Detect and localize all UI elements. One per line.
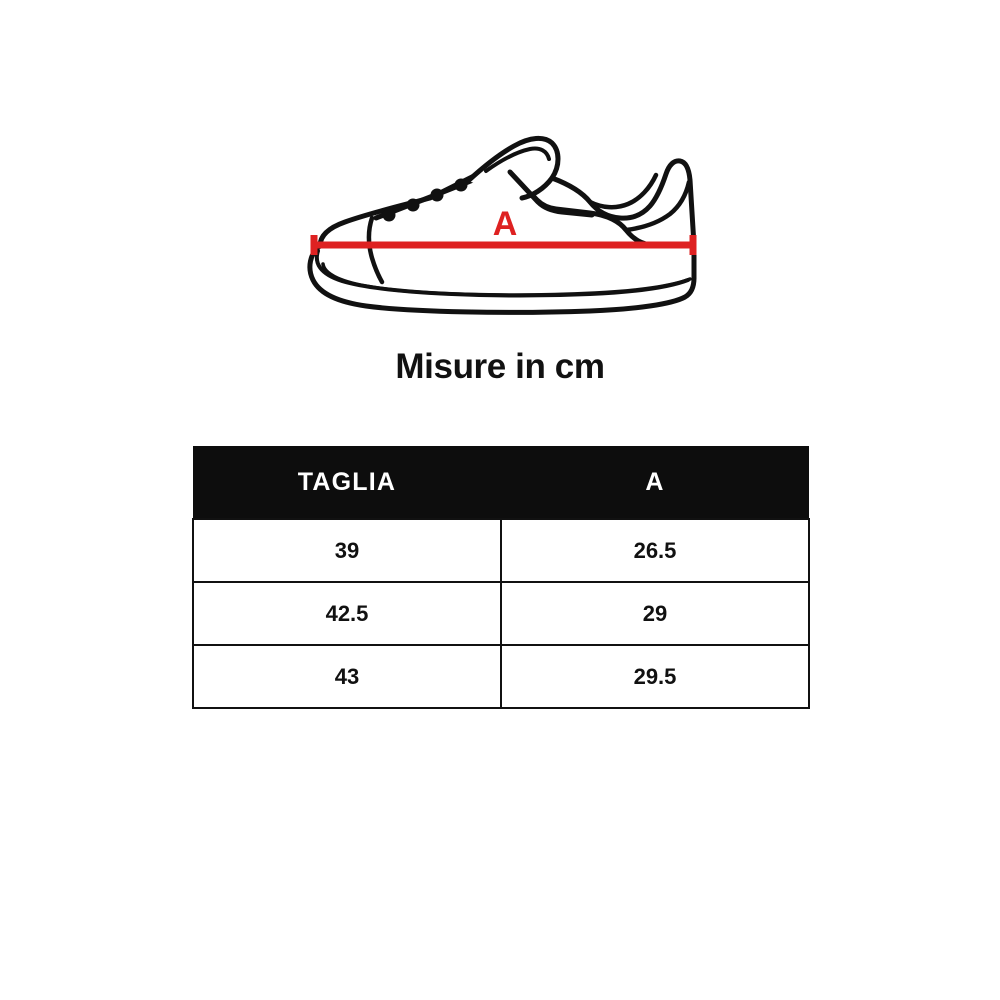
shoe-illustration: A <box>0 110 1000 325</box>
column-header-a: A <box>501 446 809 519</box>
cell-size: 42.5 <box>192 581 502 646</box>
cell-size: 43 <box>192 644 502 709</box>
measurement-label-a: A <box>493 205 518 243</box>
page-title: Misure in cm <box>395 347 605 386</box>
sneaker-diagram-svg: A <box>307 135 697 315</box>
table-row: 39 26.5 <box>192 518 810 583</box>
cell-size: 39 <box>192 518 502 583</box>
eyelet-icon <box>382 208 396 221</box>
table-header-row: TAGLIA A <box>193 446 809 519</box>
eyelet-icon <box>454 178 468 191</box>
table-row: 43 29.5 <box>192 644 810 709</box>
cell-measure-a: 26.5 <box>500 518 810 583</box>
quarter-panel-seam <box>507 169 595 217</box>
cell-measure-a: 29 <box>500 581 810 646</box>
table-row: 42.5 29 <box>192 581 810 646</box>
heel-collar-inner-curve <box>587 172 659 209</box>
tongue-inner-fold <box>484 146 551 173</box>
size-table-container: TAGLIA A 39 26.5 42.5 29 43 29.5 <box>192 446 810 709</box>
midsole-outline <box>307 243 697 315</box>
size-table: TAGLIA A 39 26.5 42.5 29 43 29.5 <box>192 446 810 709</box>
midsole-stripe-lower <box>321 261 692 297</box>
cell-measure-a: 29.5 <box>500 644 810 709</box>
toe-cap-seam <box>366 215 385 284</box>
column-header-taglia: TAGLIA <box>193 446 501 519</box>
eyelet-icon <box>430 188 444 201</box>
eyelet-icon <box>406 198 420 211</box>
tongue <box>465 135 561 200</box>
heel-counter-seam <box>623 179 692 232</box>
measurement-line-a <box>310 234 697 255</box>
